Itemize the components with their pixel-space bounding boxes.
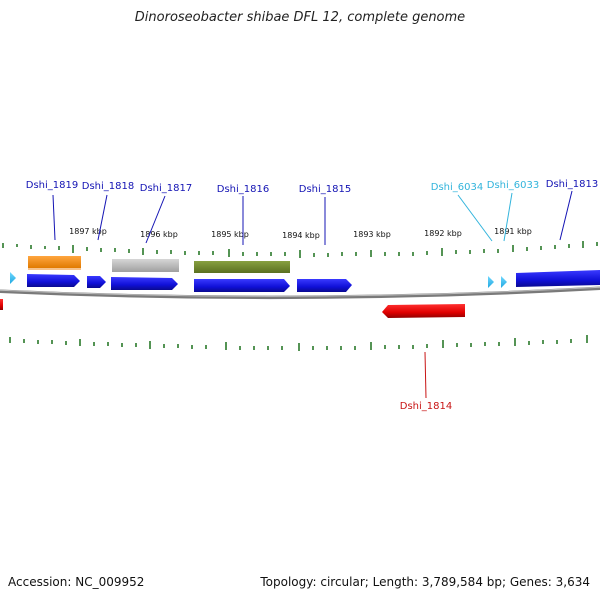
- gene-label-dshi-6033[interactable]: Dshi_6033: [487, 180, 539, 191]
- gene-labels: Dshi_1819 Dshi_1818 Dshi_1817 Dshi_1816 …: [26, 179, 598, 412]
- feature-green[interactable]: [194, 261, 290, 273]
- genome-backbone: [0, 286, 600, 300]
- ruler-label: 1891 kbp: [494, 227, 532, 236]
- feature-orange-shadow: [28, 268, 81, 270]
- cds-arrow-dshi-1817[interactable]: [111, 277, 178, 290]
- feature-track: [28, 256, 290, 273]
- cds-arrow-dshi-1814[interactable]: [382, 304, 465, 318]
- cds-arrow-dshi-1819[interactable]: [27, 274, 80, 287]
- ruler-label: 1894 kbp: [282, 231, 320, 240]
- ruler-label: 1895 kbp: [211, 230, 249, 239]
- gene-label-dshi-1815[interactable]: Dshi_1815: [299, 184, 351, 195]
- gene-label-dshi-1818[interactable]: Dshi_1818: [82, 181, 134, 192]
- cds-arrow-left-edge-red[interactable]: [0, 299, 3, 310]
- gene-label-dshi-1819[interactable]: Dshi_1819: [26, 180, 78, 191]
- cds-arrow-dshi-1818[interactable]: [87, 276, 106, 288]
- leader-lines: [52, 190, 573, 399]
- cds-arrow-dshi-1815[interactable]: [297, 279, 352, 292]
- ruler-label: 1892 kbp: [424, 229, 462, 238]
- map-title: Dinoroseobacter shibae DFL 12, complete …: [134, 10, 466, 25]
- ruler-labels: 1897 kbp 1896 kbp 1895 kbp 1894 kbp 1893…: [69, 227, 532, 240]
- reverse-strand: [0, 299, 465, 318]
- accession-text: Accession: NC_009952: [8, 575, 145, 589]
- cds-arrow-dshi-1813[interactable]: [516, 270, 600, 287]
- misc-arrow-dshi-6034[interactable]: [488, 276, 494, 288]
- misc-arrow-dshi-6033[interactable]: [501, 276, 507, 288]
- cds-arrow-dshi-1816[interactable]: [194, 279, 290, 292]
- ruler-label: 1896 kbp: [140, 230, 178, 239]
- forward-strand: [10, 270, 600, 292]
- gene-label-dshi-1817[interactable]: Dshi_1817: [140, 183, 192, 194]
- gene-label-dshi-1814[interactable]: Dshi_1814: [400, 401, 452, 412]
- lower-tick-track: [9, 335, 588, 351]
- ruler-label: 1893 kbp: [353, 230, 391, 239]
- gene-label-dshi-6034[interactable]: Dshi_6034: [431, 182, 483, 193]
- gene-label-dshi-1813[interactable]: Dshi_1813: [546, 179, 598, 190]
- gene-label-dshi-1816[interactable]: Dshi_1816: [217, 184, 269, 195]
- genome-summary-text: Topology: circular; Length: 3,789,584 bp…: [260, 575, 590, 589]
- upper-tick-track: [2, 241, 598, 258]
- ruler-label: 1897 kbp: [69, 227, 107, 236]
- feature-orange[interactable]: [28, 256, 81, 268]
- genome-backbone-highlight: [0, 286, 600, 297]
- misc-arrow-left-edge[interactable]: [10, 272, 16, 284]
- feature-gray[interactable]: [112, 259, 179, 272]
